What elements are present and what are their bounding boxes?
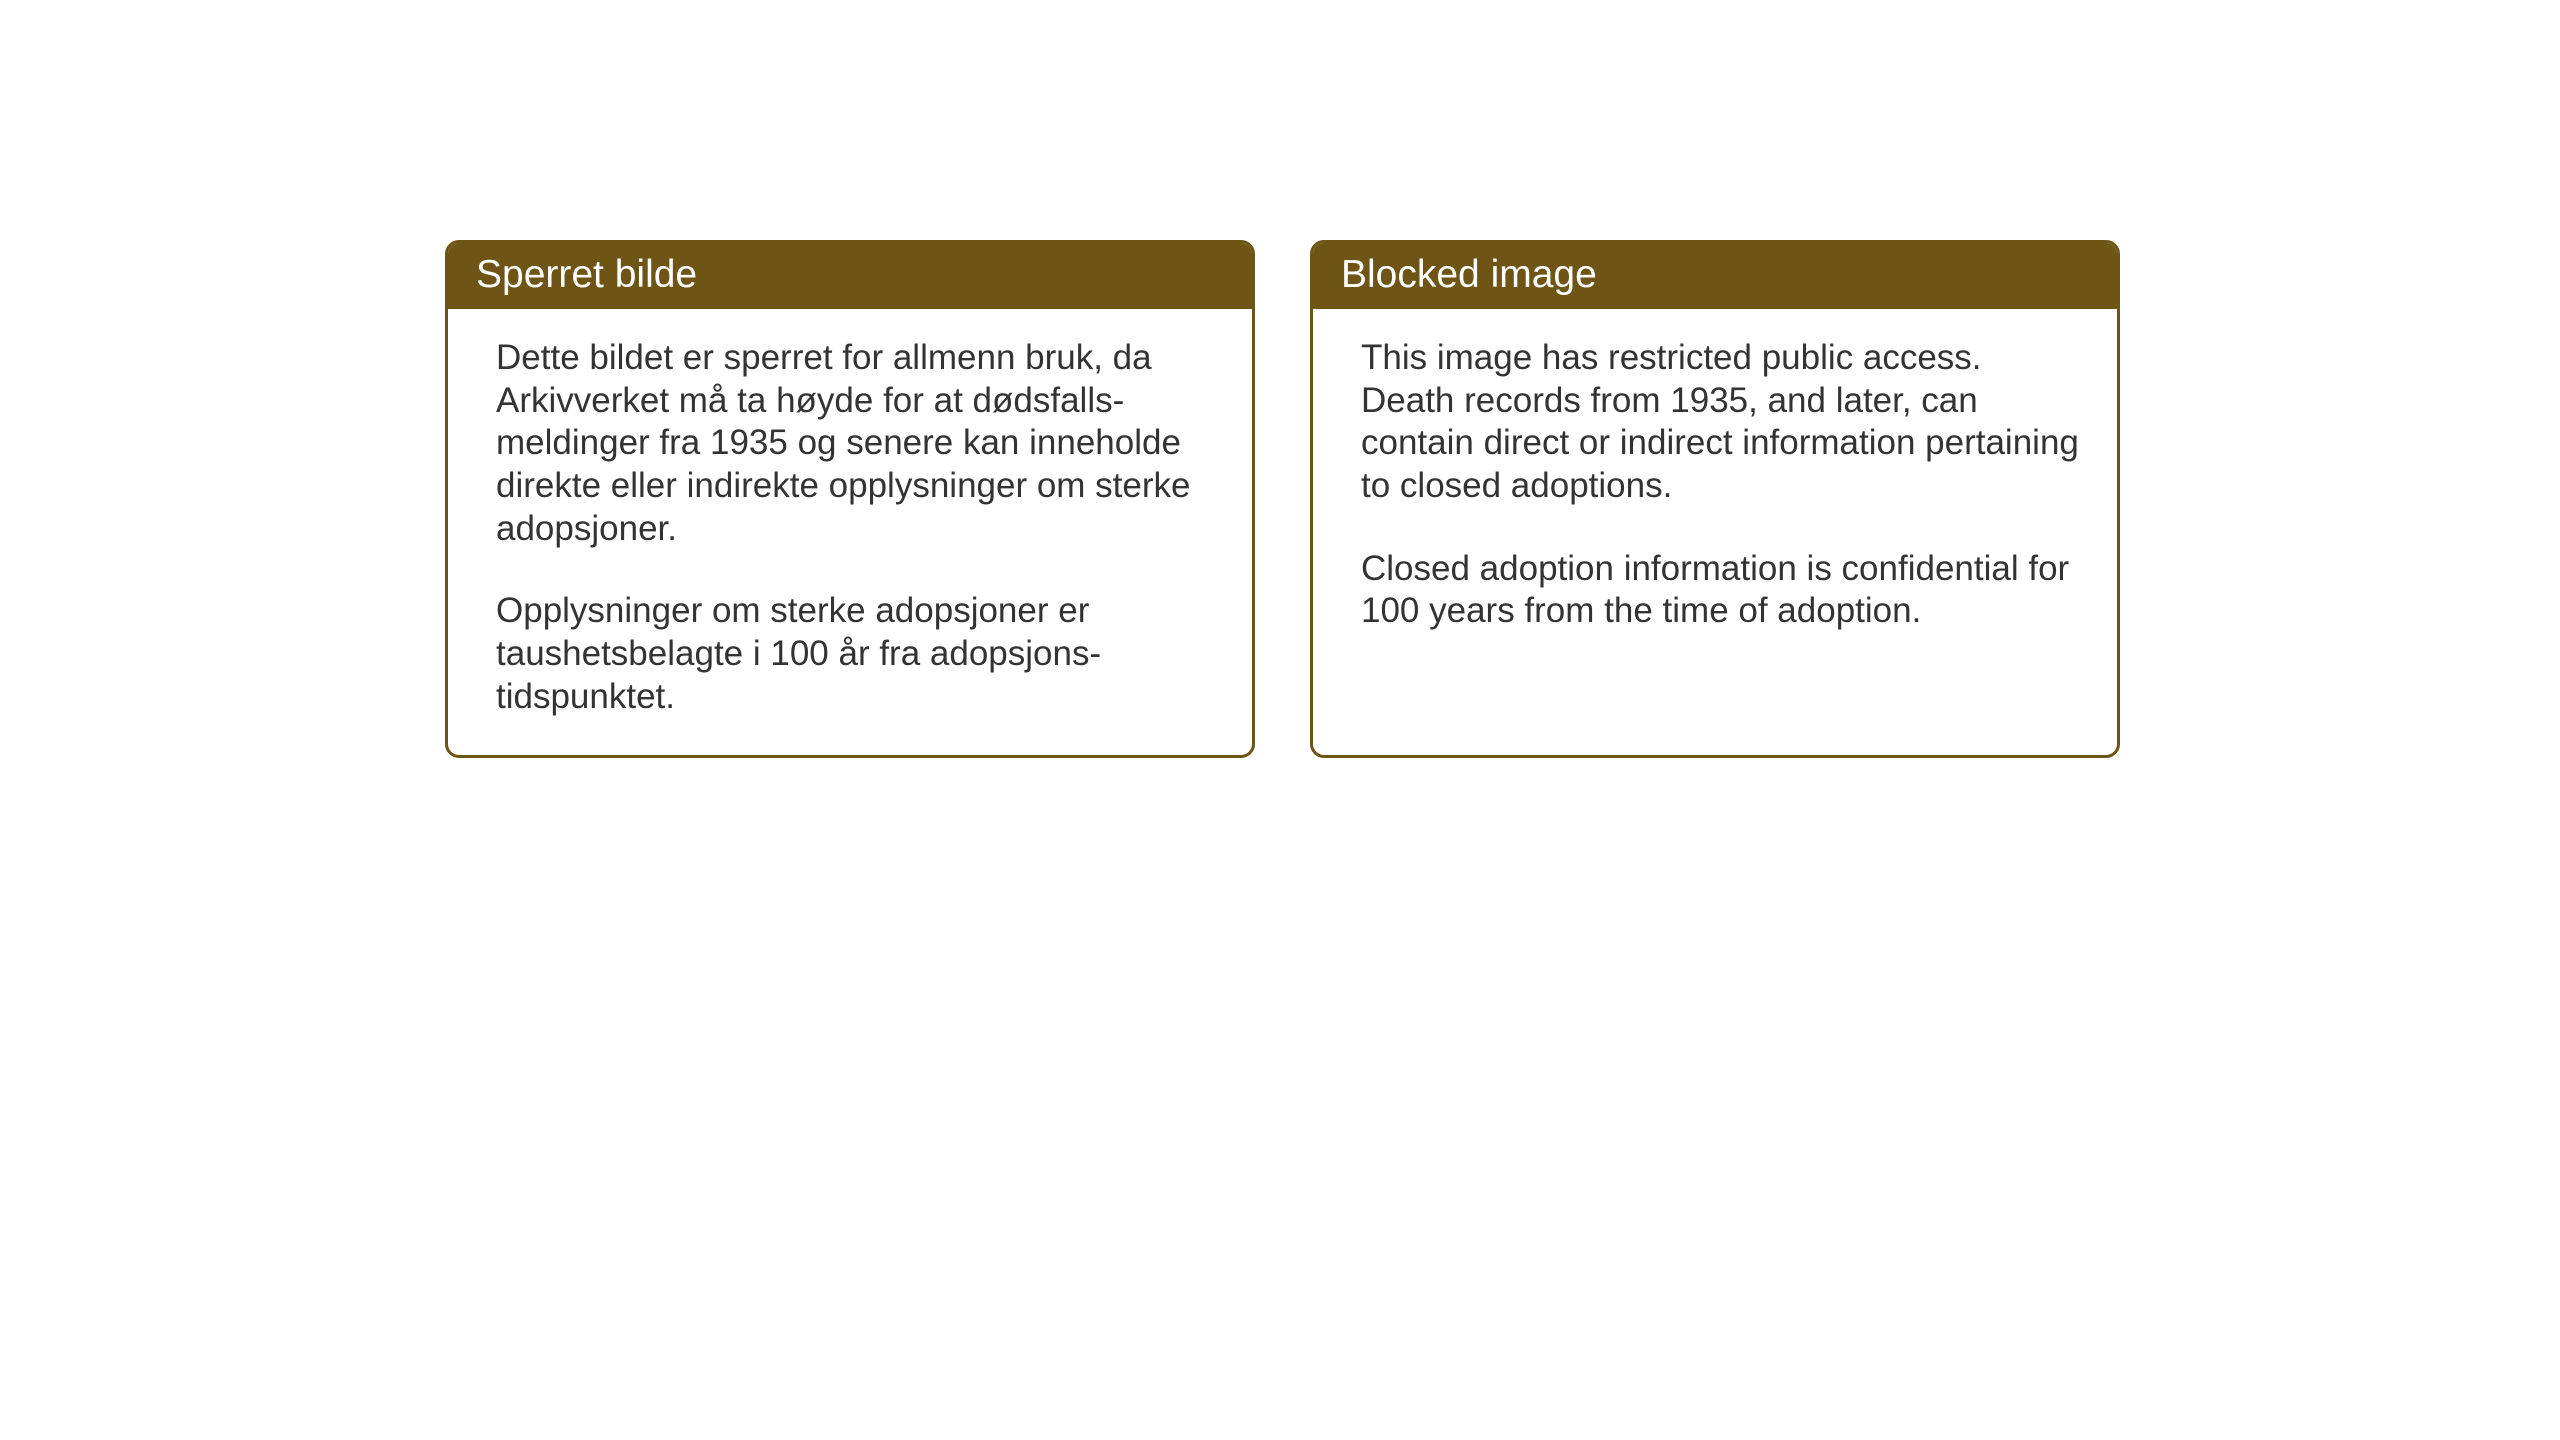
english-card-body: This image has restricted public access.… [1313,309,2117,669]
english-notice-card: Blocked image This image has restricted … [1310,240,2120,758]
norwegian-notice-card: Sperret bilde Dette bildet er sperret fo… [445,240,1255,758]
english-card-title: Blocked image [1313,243,2117,309]
english-paragraph-1: This image has restricted public access.… [1361,337,2079,508]
norwegian-paragraph-2: Opplysninger om sterke adopsjoner er tau… [496,590,1214,718]
norwegian-paragraph-1: Dette bildet er sperret for allmenn bruk… [496,337,1214,550]
norwegian-card-title: Sperret bilde [448,243,1252,309]
norwegian-card-body: Dette bildet er sperret for allmenn bruk… [448,309,1252,755]
english-paragraph-2: Closed adoption information is confident… [1361,548,2079,633]
notice-container: Sperret bilde Dette bildet er sperret fo… [445,240,2120,758]
